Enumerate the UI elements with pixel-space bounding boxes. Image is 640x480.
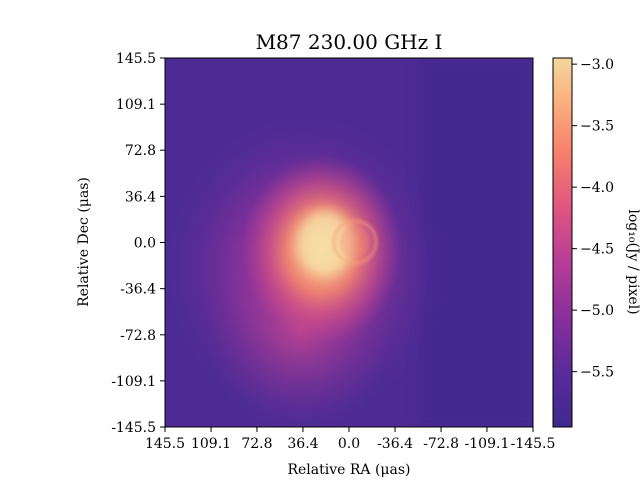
colorbar-tick-label: −3.0 (580, 57, 614, 73)
x-tick-label: -72.8 (423, 436, 459, 452)
x-tick-label: -109.1 (465, 436, 510, 452)
y-tick-label: 109.1 (116, 97, 156, 113)
photon-ring (332, 219, 378, 265)
colorbar-tick-label: −4.5 (580, 242, 614, 258)
heatmap-image (165, 58, 533, 427)
x-axis-label: Relative RA (μas) (287, 462, 410, 478)
y-axis-label: Relative Dec (μas) (76, 177, 92, 307)
x-tick-label: -36.4 (377, 436, 413, 452)
colorbar-ticks: −3.0 −3.5 −4.0 −4.5 −5.0 −5.5 (572, 57, 614, 381)
y-tick-label: -109.1 (111, 374, 156, 390)
colorbar-tick-label: −4.0 (580, 180, 614, 196)
x-tick-label: 36.4 (287, 436, 318, 452)
colorbar-tick-label: −5.5 (580, 365, 614, 381)
y-tick-label: 36.4 (125, 189, 156, 205)
x-tick-label: 0.0 (338, 436, 360, 452)
chart-title: M87 230.00 GHz I (256, 30, 443, 54)
ring-shadow (339, 226, 371, 258)
colorbar-label: log₁₀(Jy / pixel) (625, 209, 640, 314)
x-tick-label: 145.5 (145, 436, 185, 452)
colorbar-tick-label: −5.0 (580, 303, 614, 319)
y-tick-label: 72.8 (125, 143, 156, 159)
colorbar-tick-label: −3.5 (580, 119, 614, 135)
y-axis: 145.5 109.1 72.8 36.4 0.0 -36.4 -72.8 -109.1 -14… (111, 51, 165, 436)
colorbar (552, 57, 573, 428)
x-axis: 145.5 109.1 72.8 36.4 0.0 -36.4 -72.8 -109.1 -14… (145, 427, 555, 452)
y-tick-label: -72.8 (120, 328, 156, 344)
x-tick-label: 72.8 (241, 436, 272, 452)
y-tick-label: 145.5 (116, 51, 156, 67)
y-tick-label: -145.5 (111, 420, 156, 436)
x-tick-label: 109.1 (191, 436, 231, 452)
x-tick-label: -145.5 (511, 436, 556, 452)
y-tick-label: -36.4 (120, 282, 156, 298)
y-tick-label: 0.0 (134, 236, 156, 252)
